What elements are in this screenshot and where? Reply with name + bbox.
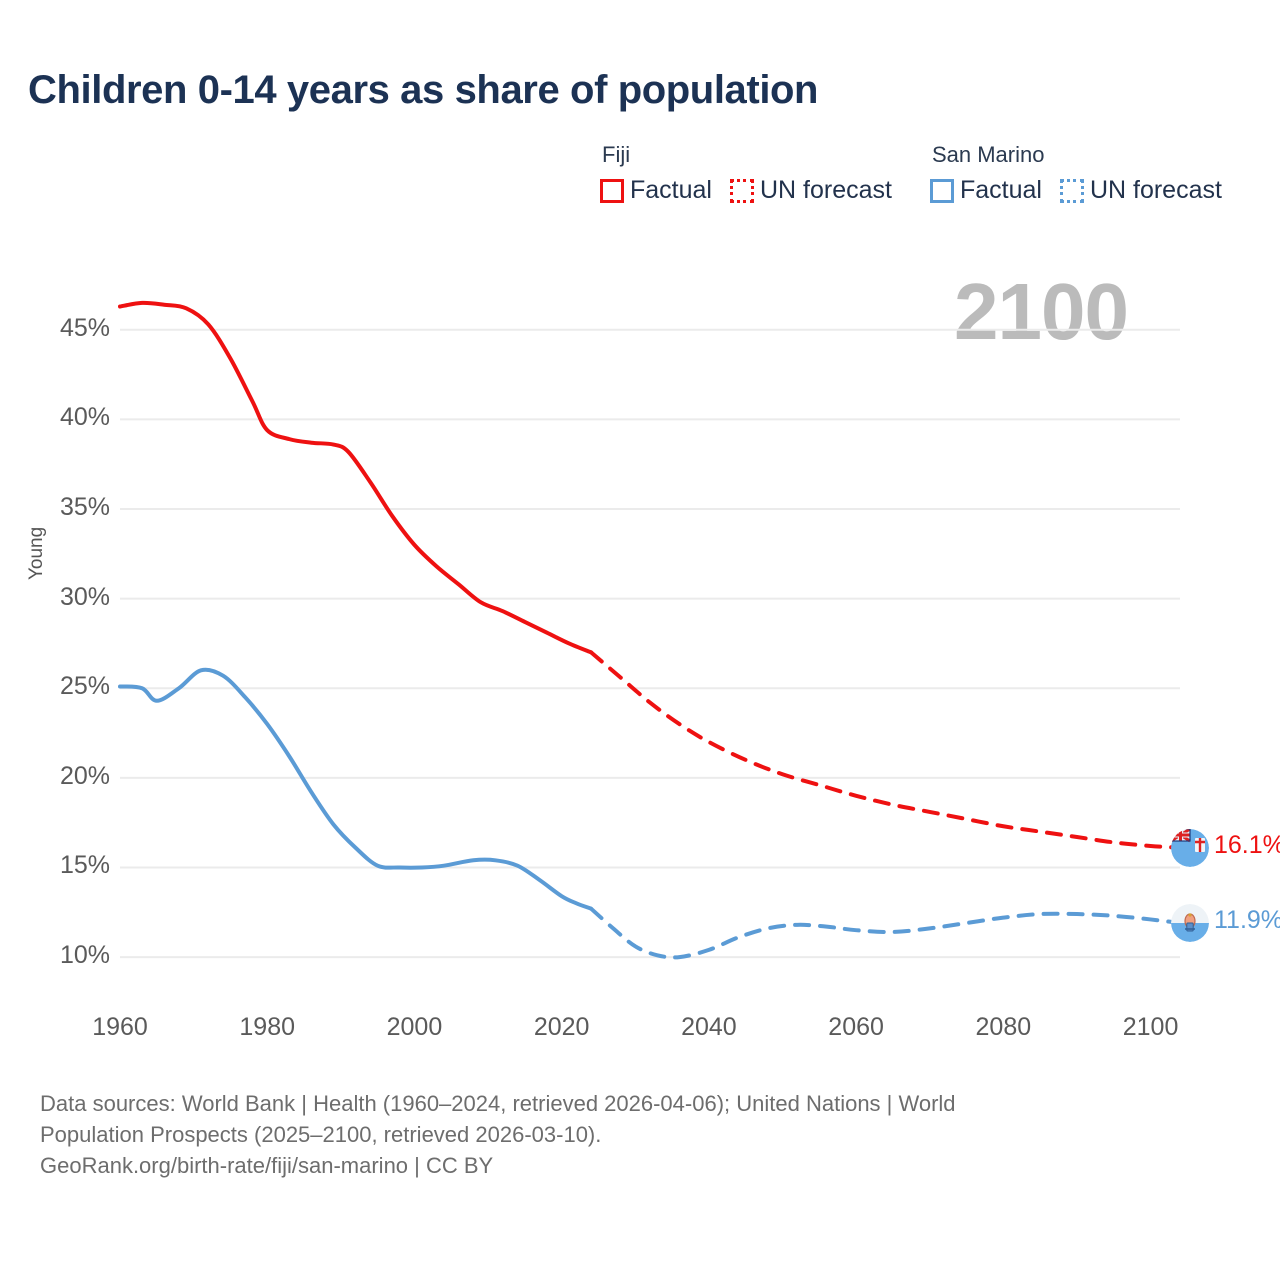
legend-country-fiji: Fiji (602, 142, 631, 167)
x-tick-label: 1960 (92, 1013, 148, 1041)
y-tick-label: 45% (59, 313, 110, 342)
legend-item-fiji-forecast[interactable]: UN forecast (729, 176, 892, 205)
legend-entries-fiji: Factual UN forecast (600, 176, 892, 205)
footer-line-3[interactable]: GeoRank.org/birth-rate/fiji/san-marino |… (40, 1153, 494, 1179)
y-tick-label: 30% (59, 582, 110, 611)
footer-sources: Data sources: World Bank | Health (1960–… (40, 1088, 1200, 1182)
series-lines (118, 300, 1182, 960)
legend-country-san-marino: San Marino (931, 142, 1045, 167)
series-line-san-marino-forecast (589, 906, 1182, 960)
legend-group-fiji: Fiji Factual UN forecast (600, 142, 892, 205)
legend-label-san-marino-factual: Factual (959, 176, 1042, 204)
legend-label-san-marino-forecast: UN forecast (1089, 176, 1222, 204)
fiji-flag-icon (1171, 828, 1209, 867)
legend-item-fiji-factual[interactable]: Factual (600, 176, 712, 205)
legend-item-san-marino-factual[interactable]: Factual (929, 176, 1042, 205)
x-tick-label: 2020 (533, 1013, 590, 1041)
watermark-year: 2100 (954, 267, 1129, 356)
legend-swatch-dotted-icon (729, 178, 754, 203)
y-tick-label: 40% (59, 403, 110, 432)
end-value-label-san-marino: 11.9% (1214, 906, 1280, 935)
gridlines (120, 328, 1180, 959)
x-tick-label: 2000 (386, 1013, 443, 1041)
legend-label-fiji-forecast: UN forecast (759, 176, 892, 204)
legend-label-fiji-factual: Factual (630, 176, 712, 204)
legend-group-san-marino: San Marino Factual UN forecast (929, 142, 1222, 205)
legend-entries-san-marino: Factual UN forecast (929, 176, 1222, 205)
legend-swatch-dotted-icon (1059, 178, 1084, 203)
x-tick-label: 2080 (975, 1013, 1032, 1041)
y-tick-label: 15% (59, 851, 110, 880)
x-tick-label: 2100 (1122, 1013, 1179, 1041)
y-tick-label: 25% (59, 672, 110, 701)
san-marino-flag-icon (1171, 904, 1209, 943)
series-line-fiji-forecast (589, 650, 1182, 850)
legend-swatch-solid-icon (600, 178, 624, 203)
x-tick-label: 2060 (828, 1013, 884, 1041)
y-tick-label: 20% (59, 761, 110, 790)
footer-line-1: Data sources: World Bank | Health (1960–… (40, 1091, 956, 1116)
legend-item-san-marino-forecast[interactable]: UN forecast (1059, 176, 1222, 205)
x-tick-label: 2040 (681, 1013, 737, 1041)
series-line-san-marino-factual (118, 667, 594, 911)
footer-line-2: Population Prospects (2025–2100, retriev… (40, 1122, 602, 1148)
y-tick-label: 10% (59, 941, 110, 970)
legend-swatch-solid-icon (929, 178, 954, 203)
page-title: Children 0-14 years as share of populati… (28, 68, 819, 112)
series-line-fiji-factual (118, 300, 594, 655)
chart-legend: Fiji Factual UN forecast San Marino Fact… (600, 142, 1222, 205)
x-tick-label: 1980 (239, 1013, 296, 1041)
y-tick-label: 35% (59, 493, 110, 522)
end-value-label-fiji: 16.1% (1214, 830, 1280, 859)
